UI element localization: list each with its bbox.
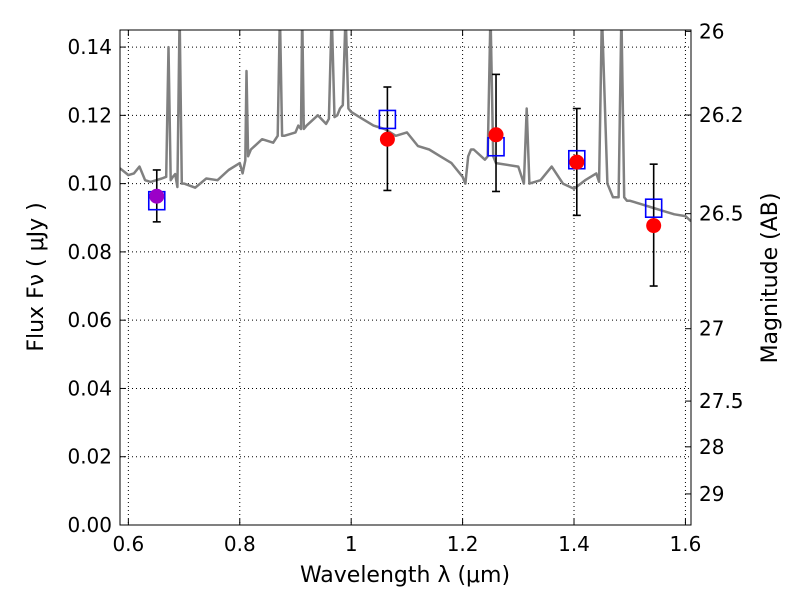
axis-ticks: 0.6 0.8 1 1.2 1.4 1.6 0.00 0.02 0.04 0.06 0.08 0.10… [67, 19, 743, 556]
x-tick-label: 1.4 [558, 532, 590, 556]
spectrum-line [120, 30, 691, 223]
plot-frame [119, 29, 692, 526]
right-tick-label: 28 [699, 435, 724, 459]
y-tick-label: 0.10 [67, 172, 112, 196]
plot-background [120, 30, 691, 525]
x-axis-label: Wavelength λ (μm) [300, 563, 510, 588]
x-tick-label: 1.2 [447, 532, 479, 556]
y-tick-label: 0.08 [67, 240, 112, 264]
y-tick-label: 0.04 [67, 376, 112, 400]
x-tick-label: 1.6 [670, 532, 702, 556]
observed-point [646, 218, 662, 234]
observed-point [488, 127, 504, 143]
observed_optical-point [149, 188, 165, 204]
marker-layer [147, 73, 663, 287]
x-tick-label: 1 [345, 532, 358, 556]
grid-lines [120, 30, 691, 526]
right-tick-label: 26.5 [699, 202, 744, 226]
x-tick-label: 0.8 [224, 532, 256, 556]
right-axis-label: Magnitude (AB) [758, 193, 783, 364]
right-tick-label: 27.5 [699, 389, 744, 413]
observed-point [569, 154, 585, 170]
y-tick-label: 0.12 [67, 103, 112, 127]
y-tick-label: 0.06 [67, 308, 112, 332]
observed-point [379, 131, 395, 147]
y-tick-label: 0.02 [67, 445, 112, 469]
x-tick-label: 0.6 [112, 532, 144, 556]
y-tick-label: 0.00 [67, 513, 112, 537]
y-axis-label: Flux Fν ( μJy ) [24, 202, 49, 351]
right-tick-label: 26.2 [699, 103, 744, 127]
spectrum-layer [120, 30, 691, 223]
model-square-marker [644, 198, 663, 218]
model-square-marker [378, 109, 397, 130]
right-tick-label: 29 [699, 482, 724, 506]
right-tick-label: 27 [699, 317, 724, 341]
right-tick-label: 26 [699, 19, 724, 43]
y-tick-label: 0.14 [67, 35, 112, 59]
